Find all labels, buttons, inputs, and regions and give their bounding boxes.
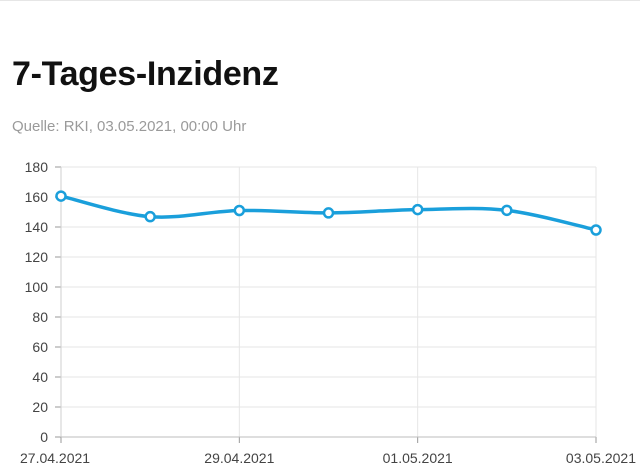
x-tick-label: 29.04.2021 — [204, 450, 274, 466]
data-point — [322, 207, 335, 219]
axis-layer: 0 20 40 60 80 100 120 140 160 180 27.04.2021 29.04.… — [20, 159, 636, 466]
y-tick-label: 140 — [25, 219, 49, 235]
y-tick-label: 100 — [25, 279, 49, 295]
series-layer — [55, 190, 602, 236]
data-point — [144, 210, 156, 223]
y-tick-label: 0 — [40, 429, 48, 445]
top-divider — [0, 0, 640, 1]
data-point — [233, 204, 246, 217]
y-tick-label: 80 — [32, 309, 48, 325]
y-tick-label: 180 — [25, 159, 49, 175]
data-point — [590, 224, 602, 236]
incidence-line-chart: 0 20 40 60 80 100 120 140 160 180 27.04.2021 29.04.… — [20, 159, 636, 466]
y-tick-label: 20 — [32, 399, 48, 415]
y-tick-label: 160 — [25, 189, 49, 205]
data-point — [501, 204, 513, 217]
data-point — [411, 203, 424, 216]
data-point — [55, 190, 67, 202]
source-note: Quelle: RKI, 03.05.2021, 00:00 Uhr — [12, 118, 247, 135]
x-tick-label: 01.05.2021 — [383, 450, 453, 466]
y-tick-label: 40 — [32, 369, 48, 385]
x-tick-label: 03.05.2021 — [566, 450, 636, 466]
y-tick-label: 60 — [32, 339, 48, 355]
chart-title: 7-Tages-Inzidenz — [12, 55, 279, 93]
y-tick-label: 120 — [25, 249, 49, 265]
x-tick-label: 27.04.2021 — [20, 450, 90, 466]
